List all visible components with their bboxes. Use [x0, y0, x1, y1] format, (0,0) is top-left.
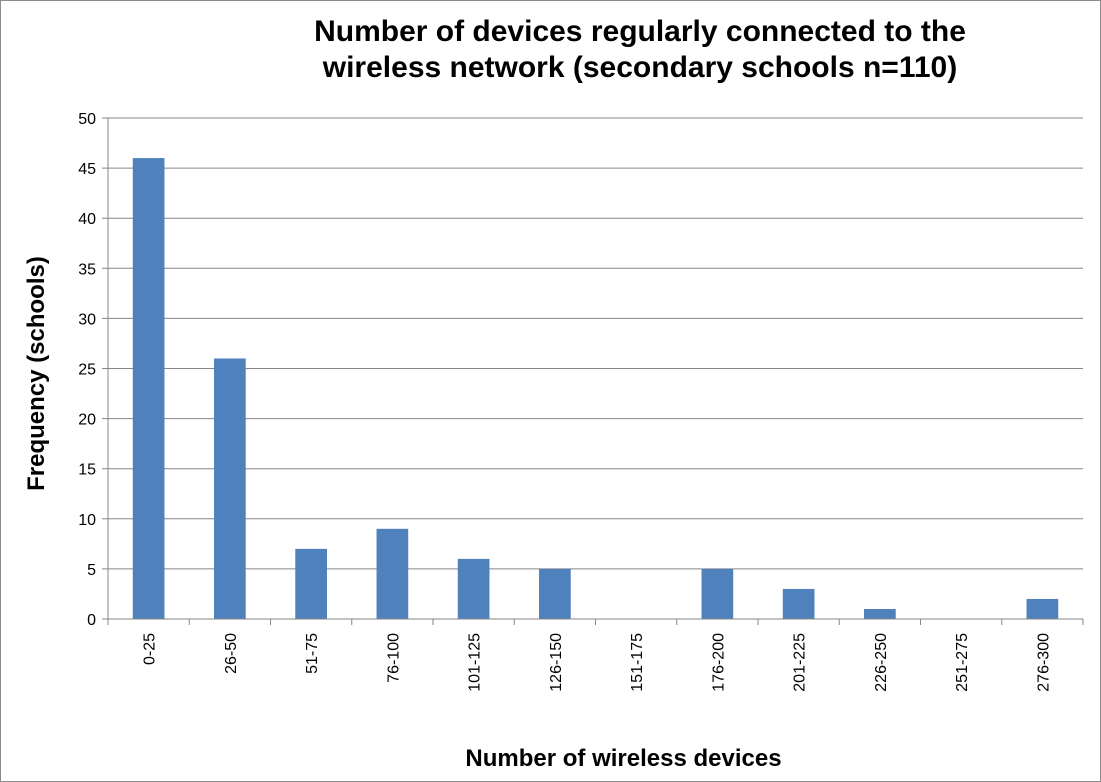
- y-tick-label-10: 10: [78, 512, 96, 529]
- bar-26-50: [214, 358, 246, 619]
- x-tick-label-201-225: 201-225: [792, 633, 809, 692]
- x-tick-label-101-125: 101-125: [467, 633, 484, 692]
- x-axis-ticks: 0-25 26-50 51-75 76-100 101-125 126-150 151-17…: [107, 619, 1084, 692]
- chart-title: Number of devices regularly connected to…: [140, 14, 1101, 86]
- y-axis-title: Frequency (schools): [23, 256, 50, 491]
- x-axis-title: Number of wireless devices: [465, 745, 781, 772]
- bar-0-25: [132, 158, 165, 619]
- y-tick-label-15: 15: [78, 462, 96, 479]
- x-tick-label-76-100: 76-100: [385, 633, 402, 683]
- x-tick-label-26-50: 26-50: [223, 633, 240, 674]
- x-tick-label-251-275: 251-275: [954, 633, 971, 692]
- y-axis-ticks: 0 5 10 15 20 25 30 35 40 45 50: [78, 111, 108, 629]
- bar-226-250: [864, 608, 896, 619]
- bar-51-75: [295, 548, 327, 619]
- bar-76-100: [376, 528, 409, 619]
- bar-101-125: [457, 558, 490, 619]
- gridlines: [108, 117, 1083, 570]
- x-tick-label-151-175: 151-175: [629, 633, 646, 692]
- y-tick-label-35: 35: [78, 261, 96, 278]
- y-tick-label-5: 5: [87, 562, 96, 579]
- y-tick-label-50: 50: [78, 111, 96, 128]
- x-tick-label-226-250: 226-250: [873, 633, 890, 692]
- y-tick-label-30: 30: [78, 311, 96, 328]
- bar-126-150: [539, 568, 571, 619]
- y-tick-label-25: 25: [78, 362, 96, 379]
- bar-176-200: [701, 568, 734, 619]
- bar-series: [132, 158, 1059, 619]
- x-tick-label-51-75: 51-75: [304, 633, 321, 674]
- bar-201-225: [782, 588, 815, 619]
- x-tick-label-276-300: 276-300: [1035, 633, 1052, 692]
- y-tick-label-0: 0: [87, 612, 96, 629]
- x-tick-label-0-25: 0-25: [142, 633, 159, 665]
- y-tick-label-40: 40: [78, 211, 96, 228]
- y-tick-label-20: 20: [78, 412, 96, 429]
- chart-title-line-1: Number of devices regularly connected to…: [314, 15, 966, 48]
- bar-276-300: [1026, 598, 1059, 619]
- y-tick-label-45: 45: [78, 161, 96, 178]
- x-tick-label-176-200: 176-200: [710, 633, 727, 692]
- chart-title-line-2: wireless network (secondary schools n=11…: [322, 51, 958, 84]
- x-tick-label-126-150: 126-150: [548, 633, 565, 692]
